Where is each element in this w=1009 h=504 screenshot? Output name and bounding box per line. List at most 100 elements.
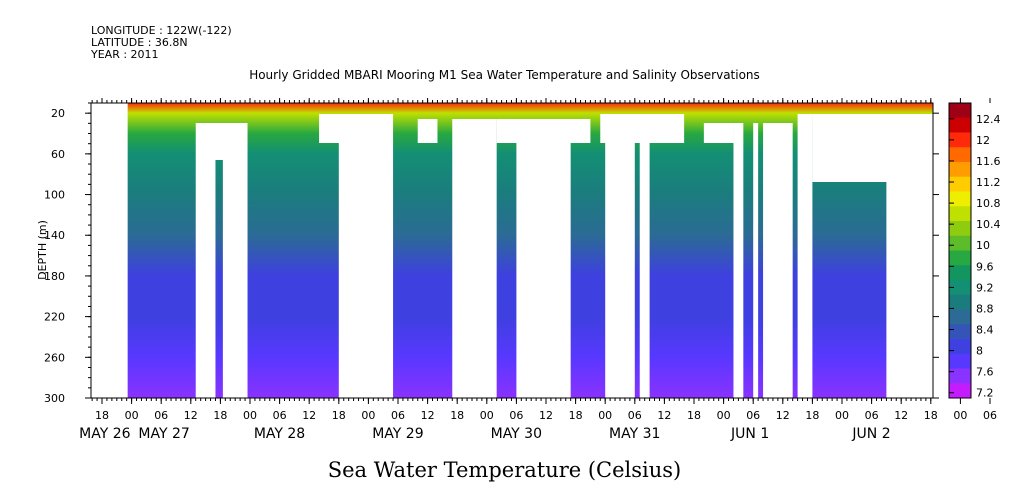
colorbar-band: [949, 176, 971, 192]
x-tick-label: 18: [924, 409, 938, 422]
colorbar-band: [949, 280, 971, 296]
variable-label: Sea Water Temperature (Celsius): [327, 458, 682, 482]
colorbar-band: [949, 191, 971, 207]
x-tick-label: 00: [598, 409, 612, 422]
colorbar-band: [949, 206, 971, 222]
longitude-label: LONGITUDE : 122W(-122): [91, 24, 232, 37]
colorbar-band: [949, 265, 971, 281]
colorbar-band: [949, 162, 971, 178]
data-gap: [733, 123, 744, 398]
y-tick-label: 100: [44, 189, 65, 202]
colorbar-band: [949, 147, 971, 163]
data-gap: [605, 143, 635, 398]
colorbar-band: [949, 368, 971, 384]
y-tick-label: 180: [44, 270, 65, 283]
data-gap: [600, 114, 685, 143]
x-tick-label: 00: [835, 409, 849, 422]
colorbar-label: 9.6: [976, 260, 994, 273]
colorbar-label: 10.8: [976, 197, 1001, 210]
x-tick-label: 00: [361, 409, 375, 422]
x-tick-label: 06: [509, 409, 523, 422]
x-tick-label: 12: [776, 409, 790, 422]
data-gap: [195, 123, 248, 160]
x-tick-label: 12: [302, 409, 316, 422]
data-gap: [417, 119, 438, 143]
x-tick-label: 12: [539, 409, 553, 422]
x-tick-label: 12: [894, 409, 908, 422]
x-tick-label: 12: [657, 409, 671, 422]
x-tick-label: 18: [332, 409, 346, 422]
data-gap: [753, 123, 759, 398]
y-tick-label: 260: [44, 351, 65, 364]
y-axis-label: DEPTH (m): [36, 220, 49, 280]
data-gap: [319, 114, 379, 143]
colorbar-band: [949, 339, 971, 355]
latitude-label: LATITUDE : 36.8N: [91, 36, 188, 49]
x-tick-label: 18: [805, 409, 819, 422]
data-gap: [763, 123, 793, 398]
colorbar-band: [949, 235, 971, 251]
colorbar-label: 11.6: [976, 155, 1001, 168]
colorbar-band: [949, 324, 971, 340]
y-tick-label: 220: [44, 311, 65, 324]
x-tick-label: 18: [569, 409, 583, 422]
x-tick-label: 12: [421, 409, 435, 422]
date-label: MAY 31: [609, 426, 660, 442]
date-label: MAY 26: [79, 426, 130, 442]
x-tick-label: 06: [628, 409, 642, 422]
year-label: YEAR : 2011: [91, 48, 159, 61]
data-gap: [195, 160, 216, 398]
date-label: MAY 29: [372, 426, 423, 442]
date-label: MAY 30: [491, 426, 542, 442]
x-tick-label: 06: [273, 409, 287, 422]
data-gap: [812, 114, 1009, 182]
colorbar-band: [949, 132, 971, 148]
date-label: MAY 28: [254, 426, 305, 442]
x-tick-label: 00: [243, 409, 257, 422]
date-label: MAY 27: [138, 426, 189, 442]
chart-title: Hourly Gridded MBARI Mooring M1 Sea Wate…: [249, 68, 760, 82]
colorbar-band: [949, 103, 971, 119]
date-label: JUN 2: [851, 426, 890, 442]
data-gap: [222, 160, 248, 398]
x-tick-label: 18: [687, 409, 701, 422]
data-gap: [639, 143, 650, 398]
y-tick-label: 60: [51, 148, 65, 161]
x-tick-label: 18: [95, 409, 109, 422]
colorbar-label: 8.8: [976, 302, 994, 315]
colorbar-band: [949, 294, 971, 310]
x-tick-label: 00: [953, 409, 967, 422]
colorbar-label: 11.2: [976, 176, 1001, 189]
x-tick-label: 18: [450, 409, 464, 422]
x-tick-label: 06: [391, 409, 405, 422]
x-tick-label: 06: [154, 409, 168, 422]
data-gap: [338, 114, 394, 398]
data-gap: [452, 119, 497, 398]
data-gap: [516, 143, 571, 398]
y-tick-label: 140: [44, 229, 65, 242]
colorbar-label: 9.2: [976, 281, 994, 294]
plot-frame: [90, 102, 934, 399]
x-tick-label: 06: [983, 409, 997, 422]
data-gap: [797, 114, 813, 398]
colorbar-label: 12: [976, 134, 990, 147]
colorbar-label: 12.4: [976, 113, 1001, 126]
colorbar-band: [949, 383, 971, 399]
x-tick-label: 06: [746, 409, 760, 422]
data-gap: [496, 119, 591, 143]
colorbar-frame: [948, 102, 972, 399]
colorbar-band: [949, 309, 971, 325]
data-gap: [703, 123, 734, 143]
x-tick-label: 18: [213, 409, 227, 422]
colorbar-label: 8: [976, 345, 983, 358]
data-gap: [886, 182, 946, 398]
y-tick-label: 20: [51, 107, 65, 120]
x-tick-label: 00: [125, 409, 139, 422]
x-tick-label: 00: [480, 409, 494, 422]
x-tick-label: 06: [865, 409, 879, 422]
x-tick-label: 12: [184, 409, 198, 422]
colorbar-label: 10: [976, 239, 990, 252]
colorbar-band: [949, 353, 971, 369]
colorbar-label: 10.4: [976, 218, 1001, 231]
colorbar-label: 7.6: [976, 366, 994, 379]
